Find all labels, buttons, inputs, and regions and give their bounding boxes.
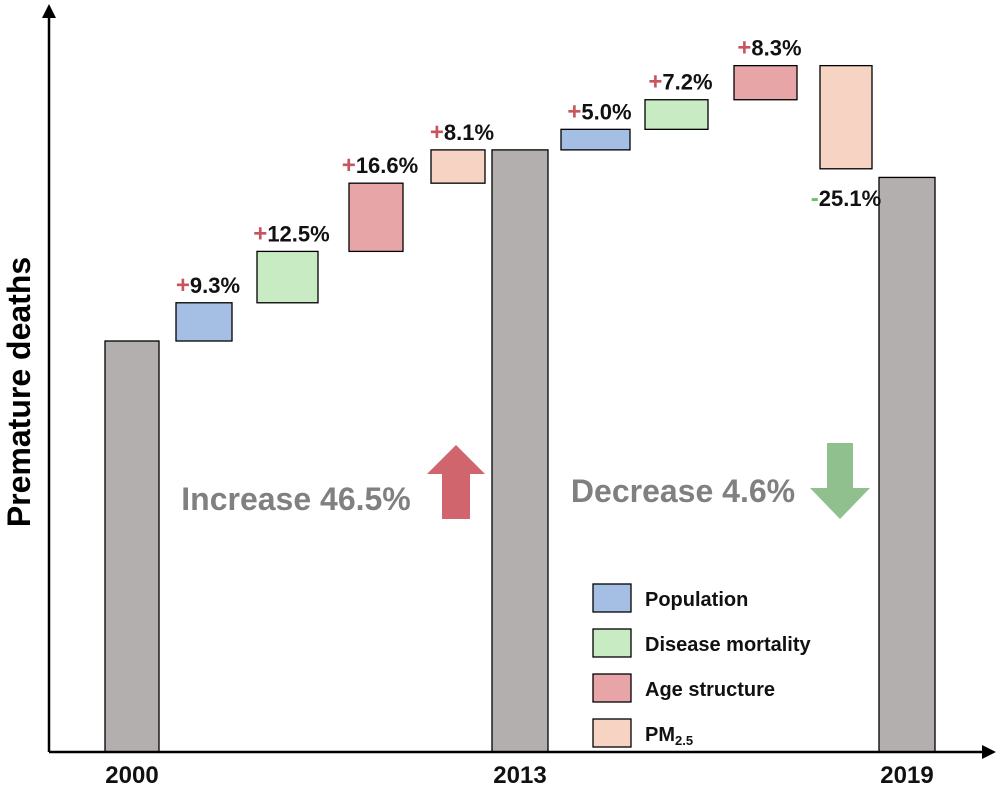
total-bar-2013	[491, 149, 549, 753]
x-tick-label-2013: 2013	[493, 762, 546, 789]
x-axis-arrow	[982, 745, 996, 759]
y-axis-arrow	[42, 4, 56, 18]
increase-annotation: Increase 46.5%	[181, 481, 411, 517]
labels-layer: 2000 2013 2019 +9.3% +12.5% +16.6% +8.1% +5.0% +…	[105, 35, 933, 789]
legend-label-4: PM2.5	[645, 724, 693, 748]
y-axis-label: Premature deaths	[1, 257, 37, 527]
contribution-bar-8	[819, 64, 873, 170]
data-label-1: +9.3%	[176, 272, 240, 299]
axes-layer	[42, 4, 996, 759]
contribution-bar-1	[175, 302, 233, 342]
bars-layer	[104, 64, 936, 753]
total-bar-2019	[878, 176, 936, 753]
decrease-annotation: Decrease 4.6%	[571, 473, 795, 509]
data-label-5: +5.0%	[567, 98, 631, 125]
legend-swatch-3	[592, 673, 632, 703]
contribution-bar-7	[733, 64, 798, 101]
data-label-3: +16.6%	[342, 152, 418, 179]
contribution-bar-3	[348, 182, 404, 253]
contribution-bar-5	[560, 128, 631, 151]
contribution-bar-2	[256, 250, 319, 304]
x-tick-label-2019: 2019	[880, 762, 933, 789]
legend-swatch-1	[592, 583, 632, 613]
down-arrow-icon	[810, 443, 870, 519]
annotations-layer: Increase 46.5% Decrease 4.6%	[181, 443, 870, 519]
total-bar-2000	[104, 340, 160, 753]
data-label-4: +8.1%	[430, 119, 494, 146]
legend-swatch-4	[592, 718, 632, 748]
legend-label-2: Disease mortality	[645, 634, 812, 656]
legend-swatch-2	[592, 628, 632, 658]
up-arrow-icon	[427, 445, 485, 519]
contribution-bar-4	[430, 149, 486, 184]
data-label-2: +12.5%	[253, 220, 329, 247]
data-label-8: -25.1%	[811, 185, 881, 212]
data-label-7: +8.3%	[737, 35, 801, 62]
legend-label-1: Population	[645, 589, 748, 611]
data-label-6: +7.2%	[648, 69, 712, 96]
legend-label-3: Age structure	[645, 679, 775, 701]
contribution-bar-6	[644, 99, 709, 130]
legend: Population Disease mortality Age structure…	[592, 583, 812, 748]
x-tick-label-2000: 2000	[105, 762, 158, 789]
